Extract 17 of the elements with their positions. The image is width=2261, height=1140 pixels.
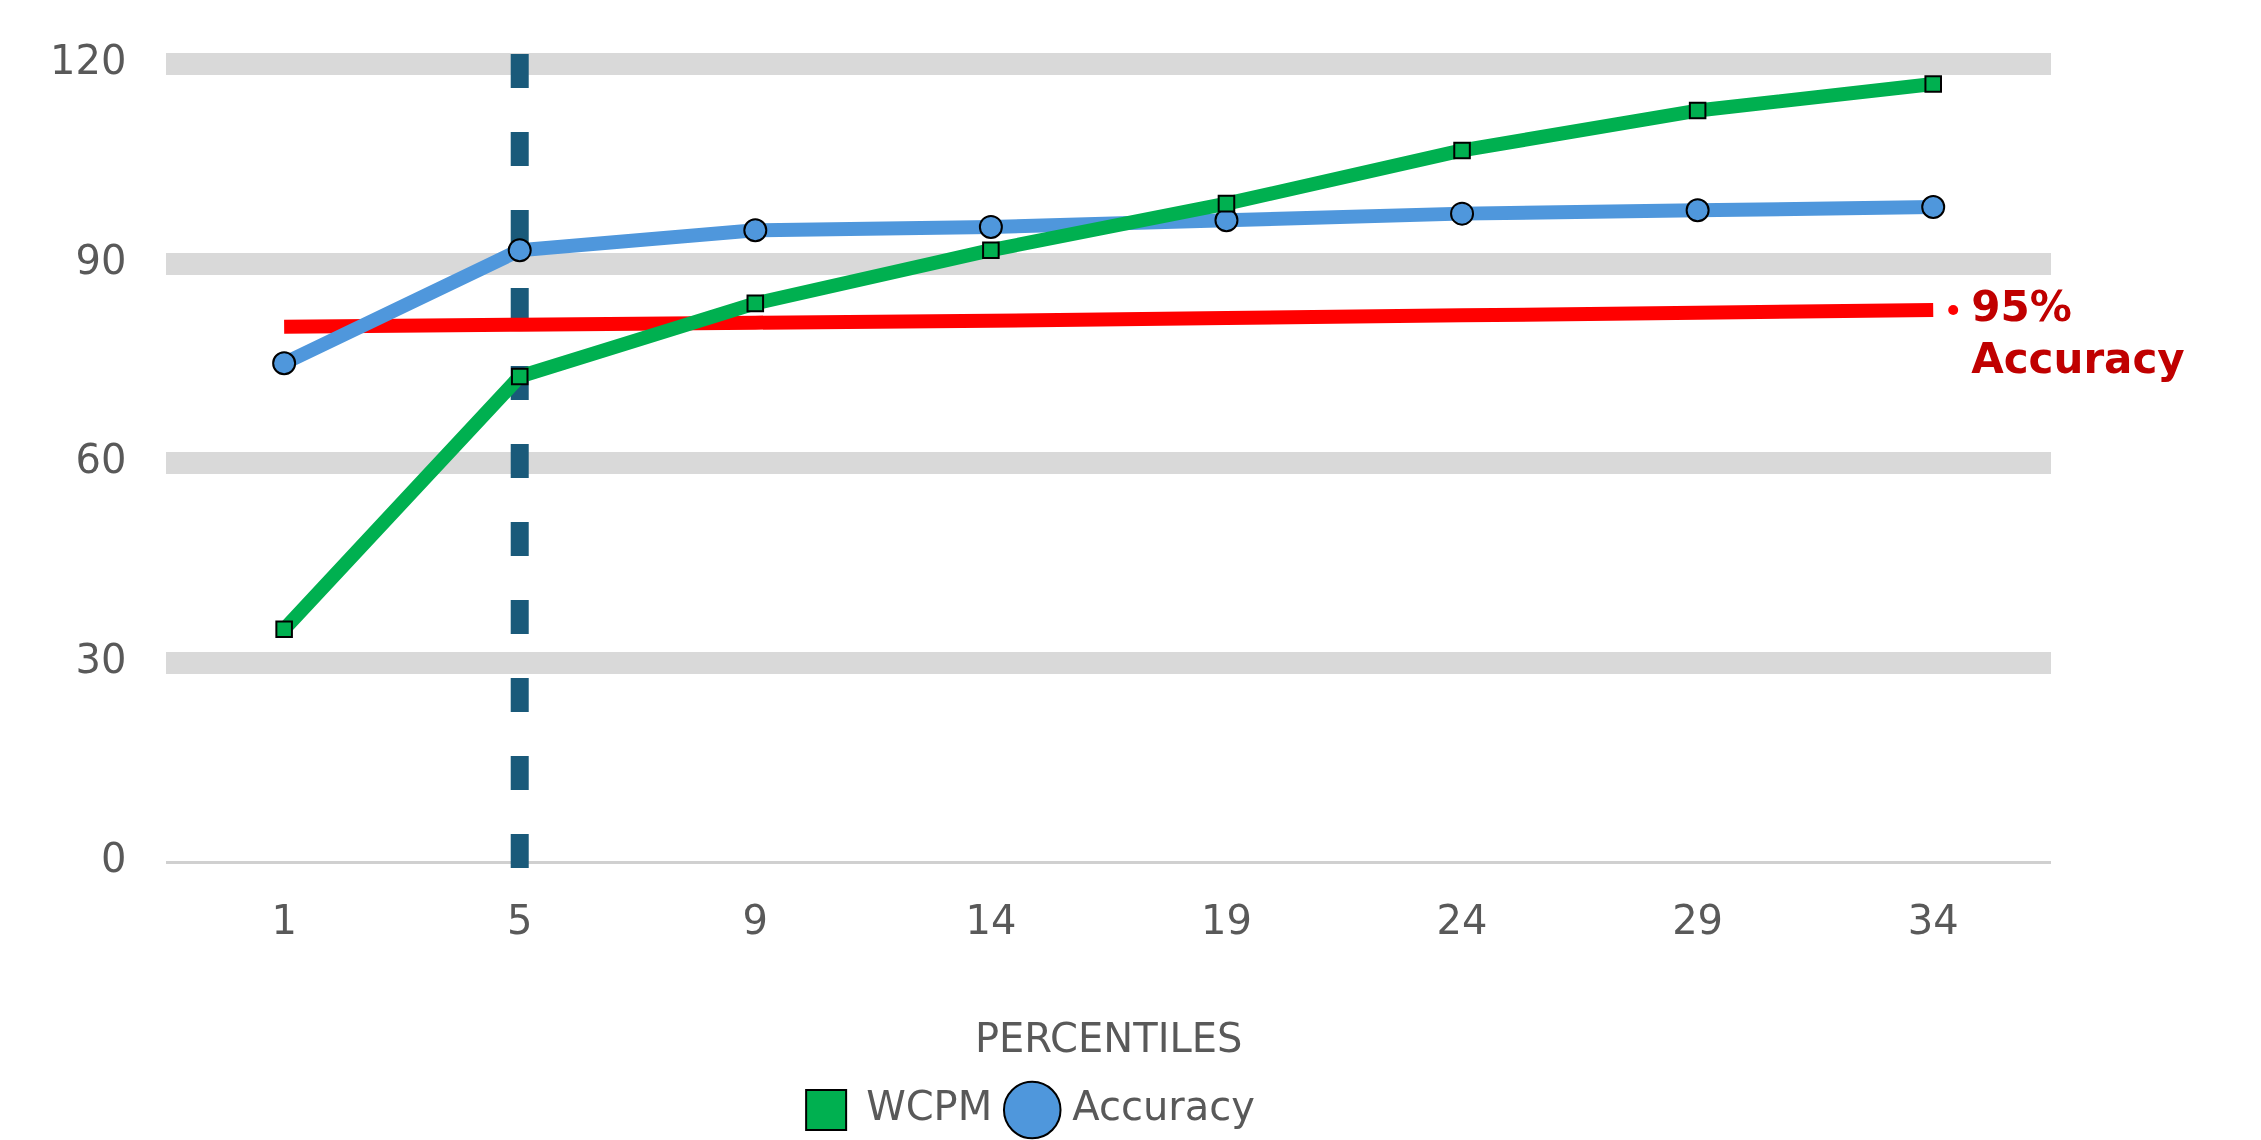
y-tick-label: 30 (75, 635, 127, 682)
x-tick-label: 19 (1201, 897, 1252, 944)
x-tick-label: 1 (271, 897, 297, 944)
y-tick-label: 90 (75, 236, 127, 283)
y-tick-label: 0 (100, 835, 127, 882)
y-tick-label: 120 (49, 37, 127, 84)
legend-label: WCPM (866, 1083, 993, 1130)
x-tick-label: 34 (1907, 897, 1959, 944)
x-tick-label: 9 (742, 897, 769, 944)
x-tick-label: 24 (1436, 897, 1488, 944)
x-tick-label: 5 (506, 897, 533, 944)
x-axis-title: PERCENTILES (974, 1015, 1243, 1062)
y-tick-label: 60 (75, 436, 127, 483)
x-tick-label: 14 (965, 897, 1017, 944)
legend-label: Accuracy (1072, 1083, 1255, 1130)
series-label: 95% Accuracy (1971, 281, 2185, 383)
x-tick-label: 29 (1672, 897, 1724, 944)
